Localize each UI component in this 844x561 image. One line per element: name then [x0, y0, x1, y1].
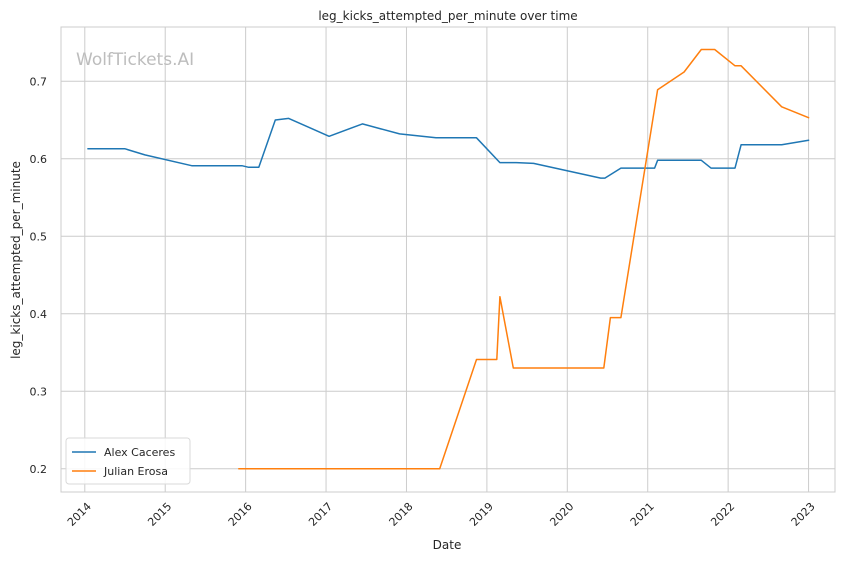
x-tick-label: 2021 [628, 500, 657, 529]
y-tick-label: 0.6 [30, 153, 48, 166]
legend-label: Julian Erosa [103, 465, 168, 478]
series-line-julian-erosa [238, 48, 810, 470]
x-tick-label: 2015 [145, 500, 174, 529]
series-line-alex-caceres [87, 117, 810, 179]
watermark: WolfTickets.AI [76, 50, 194, 70]
y-tick-label: 0.7 [30, 75, 48, 88]
legend-label: Alex Caceres [104, 446, 175, 459]
x-tick-label: 2018 [387, 500, 416, 529]
y-axis-ticks: 0.2 0.3 0.4 0.5 0.6 0.7 [30, 75, 48, 476]
y-tick-label: 0.3 [30, 385, 48, 398]
y-tick-label: 0.5 [30, 230, 48, 243]
legend-box [65, 437, 191, 485]
x-tick-label: 2023 [789, 500, 818, 529]
y-tick-label: 0.4 [30, 308, 48, 321]
x-tick-label: 2017 [306, 500, 335, 529]
y-axis-title: leg_kicks_attempted_per_minute [9, 161, 23, 359]
x-tick-label: 2014 [65, 500, 94, 529]
y-tick-label: 0.2 [30, 463, 48, 476]
grid [61, 27, 835, 492]
series-lines [87, 48, 810, 470]
x-axis-ticks: 2014 2015 2016 2017 2018 2019 2020 2021 2022 2023 [65, 500, 818, 529]
x-tick-label: 2016 [226, 500, 255, 529]
legend: Alex Caceres Julian Erosa [65, 437, 191, 485]
x-tick-label: 2022 [708, 500, 737, 529]
x-axis-title: Date [433, 538, 462, 552]
chart-title: leg_kicks_attempted_per_minute over time [318, 9, 577, 23]
plot-frame [60, 26, 836, 493]
x-tick-label: 2020 [547, 500, 576, 529]
x-tick-label: 2019 [467, 500, 496, 529]
